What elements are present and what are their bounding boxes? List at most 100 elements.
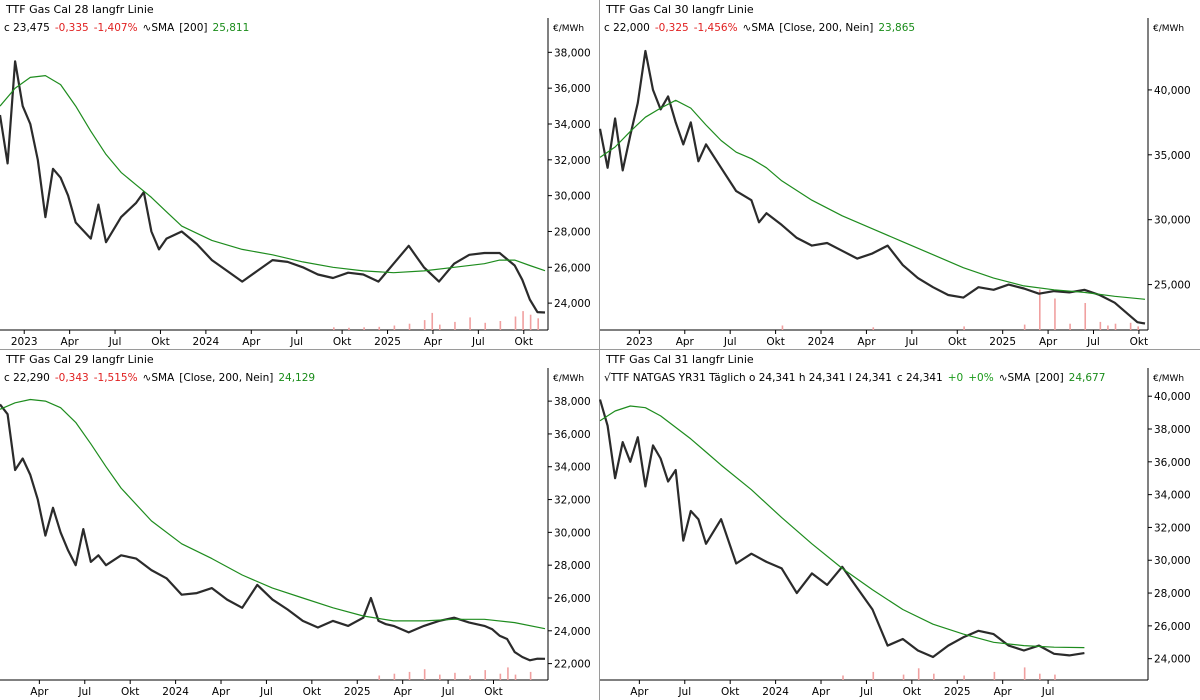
x-tick-label: 2023 (626, 336, 653, 348)
volume-bar (454, 672, 456, 680)
x-tick-label: Apr (424, 336, 443, 348)
x-tick-label: Apr (812, 686, 831, 698)
y-tick-label: 25,000 (1154, 280, 1191, 292)
panel-title: TTF Gas Cal 31 langfr Linie (606, 353, 754, 366)
sma-wave-icon: ∿ (998, 372, 1008, 384)
y-tick-label: 22,000 (554, 659, 591, 671)
x-tick-label: Apr (1039, 336, 1058, 348)
panel-legend: √TTF NATGAS YR31 Täglich o 24,341 h 24,3… (604, 372, 1110, 384)
unit-label: €/MWh (553, 24, 585, 34)
legend-close: c 22,290 (4, 372, 50, 384)
chart-panel-cal30[interactable]: TTF Gas Cal 30 langfr Linie c 22,000 -0,3… (598, 0, 1200, 349)
legend-sma-label: SMA (151, 372, 175, 384)
volume-bar (499, 321, 502, 330)
x-tick-label: Jul (289, 336, 303, 348)
x-tick-label: Okt (766, 336, 784, 348)
price-line (598, 399, 1085, 659)
legend-close: c 22,000 (604, 22, 650, 34)
sma-line (599, 405, 1085, 649)
volume-bar (393, 325, 396, 330)
volume-bar (537, 318, 540, 330)
volume-bar (963, 675, 965, 680)
legend-change: +0 (947, 372, 964, 384)
volume-bar (993, 671, 996, 680)
sma-line (599, 99, 1146, 300)
volume-bar (499, 673, 502, 680)
volume-bar (333, 327, 335, 330)
chart-panel-cal29[interactable]: TTF Gas Cal 29 langfr Linie c 22,290 -0,3… (0, 350, 599, 700)
volume-bar (1054, 674, 1056, 680)
y-tick-label: 34,000 (1154, 490, 1191, 502)
x-tick-label: 2025 (344, 686, 371, 698)
chart-panel-cal28[interactable]: TTF Gas Cal 28 langfr Linie c 23,475 -0,3… (0, 0, 599, 349)
volume-bar (1039, 673, 1041, 680)
volume-bar (1137, 326, 1140, 330)
x-tick-label: Apr (676, 336, 695, 348)
sma-wave-icon: ∿ (742, 22, 752, 34)
x-tick-label: 2024 (193, 336, 220, 348)
legend-sma-label: SMA (151, 22, 175, 34)
legend-sma-value: 24,129 (278, 372, 316, 384)
volume-bar (484, 670, 487, 680)
volume-bar (963, 326, 965, 330)
unit-label: €/MWh (1153, 24, 1185, 34)
volume-bar (408, 323, 411, 330)
y-tick-label: 30,000 (1154, 555, 1191, 567)
chart-plot[interactable]: 24,000 26,000 28,000 30,000 32,000 34,000 36,0… (598, 350, 1200, 700)
x-tick-label: Jul (441, 686, 455, 698)
price-line (0, 403, 546, 662)
y-tick-label: 34,000 (554, 462, 591, 474)
y-tick-label: 24,000 (554, 298, 591, 310)
volume-bar (507, 667, 509, 680)
x-tick-label: Jul (108, 336, 122, 348)
y-tick-label: 30,000 (554, 527, 591, 539)
y-tick-label: 24,000 (554, 626, 591, 638)
volume-bar (1107, 325, 1109, 330)
volume-bar (439, 674, 441, 680)
x-tick-label: Jul (1086, 336, 1100, 348)
volume-bar (454, 321, 456, 330)
volume-bar (529, 671, 532, 680)
x-tick-label: Jul (905, 336, 919, 348)
chart-plot[interactable]: 24,000 26,000 28,000 30,000 32,000 34,000 36,0… (0, 0, 599, 349)
price-line (598, 49, 1146, 325)
volume-bar (484, 322, 487, 330)
panel-title: TTF Gas Cal 28 langfr Linie (6, 3, 154, 16)
x-tick-label: Okt (948, 336, 966, 348)
x-tick-label: Jul (1041, 686, 1055, 698)
x-tick-label: Apr (994, 686, 1013, 698)
volume-bar (363, 327, 365, 330)
volume-bar (1023, 667, 1026, 680)
x-tick-label: Okt (484, 686, 502, 698)
chart-panel-cal31[interactable]: TTF Gas Cal 31 langfr Linie √TTF NATGAS … (598, 350, 1200, 700)
chart-plot[interactable]: 22,000 24,000 26,000 28,000 30,000 32,000 34,0… (0, 350, 599, 700)
volume-bar (439, 324, 441, 330)
volume-bar (348, 327, 350, 330)
x-tick-label: Apr (30, 686, 49, 698)
volume-bar (1114, 323, 1117, 330)
sma-line (0, 74, 546, 274)
legend-sma-params: [200] (1035, 372, 1064, 384)
legend-sma-label: SMA (1007, 372, 1031, 384)
y-tick-label: 36,000 (554, 429, 591, 441)
line-tool-icon: √ (604, 372, 611, 384)
x-tick-label: Apr (242, 336, 261, 348)
x-tick-label: 2023 (11, 336, 38, 348)
volume-bar (514, 316, 517, 330)
volume-bar (378, 675, 381, 680)
volume-bar (1069, 323, 1071, 330)
volume-bar (1054, 298, 1056, 330)
panel-divider-vertical (599, 0, 600, 700)
x-tick-label: Apr (630, 686, 649, 698)
y-tick-label: 35,000 (1154, 150, 1191, 162)
legend-change-pct: -1,456% (693, 22, 738, 34)
y-tick-label: 36,000 (1154, 457, 1191, 469)
x-tick-label: 2025 (374, 336, 401, 348)
sma-wave-icon: ∿ (142, 372, 152, 384)
volume-bar (872, 327, 875, 330)
legend-change: -0,325 (654, 22, 689, 34)
volume-bar (423, 669, 426, 680)
chart-plot[interactable]: 25,000 30,000 35,000 40,000 2023 Apr Jul Okt 202… (598, 0, 1200, 349)
legend-sma-params: [Close, 200, Nein] (779, 22, 874, 34)
